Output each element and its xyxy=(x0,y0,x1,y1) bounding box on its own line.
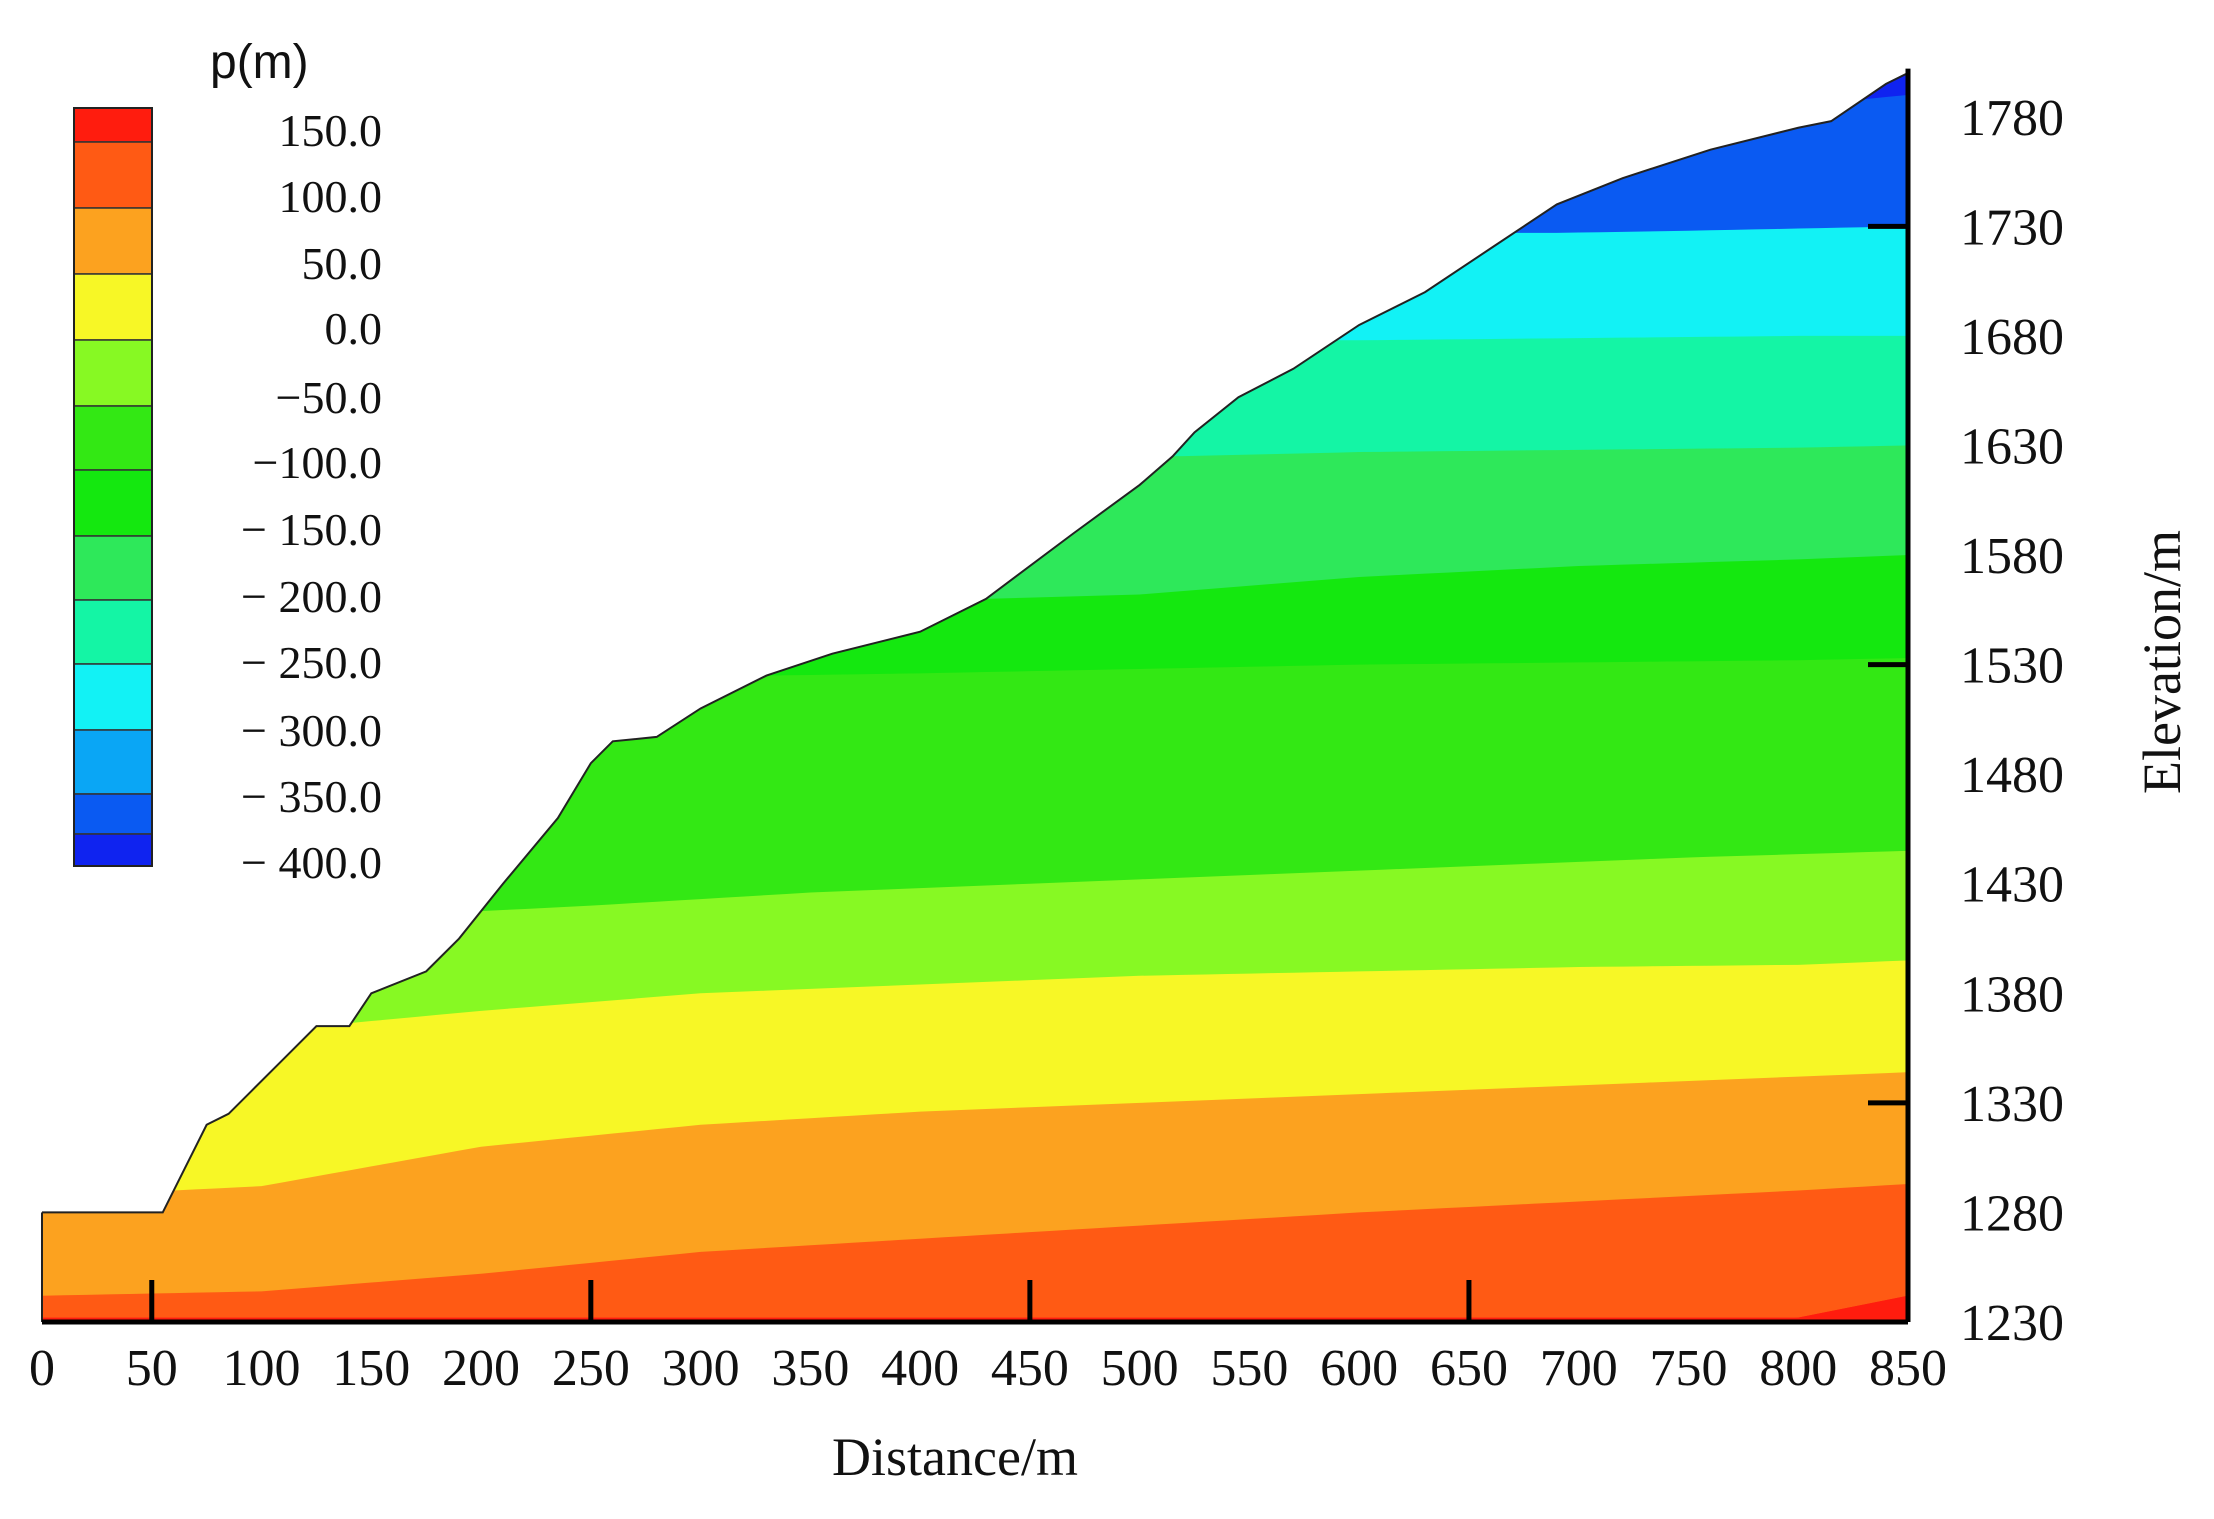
legend-label: − 150.0 xyxy=(241,504,382,555)
y-tick-label: 1580 xyxy=(1960,528,2064,585)
legend-swatch xyxy=(73,599,153,665)
x-tick-label: 700 xyxy=(1540,1340,1618,1397)
y-tick-label: 1280 xyxy=(1960,1185,2064,1242)
y-tick-label: 1780 xyxy=(1960,90,2064,147)
legend-swatch xyxy=(73,141,153,209)
legend-swatch xyxy=(73,207,153,275)
y-tick-label: 1480 xyxy=(1960,747,2064,804)
x-tick-label: 350 xyxy=(771,1340,849,1397)
legend: p(m) 150.0 100.0 50.0 0.0 −50.0 −100.0 − 150.0 −… xyxy=(73,36,383,888)
legend-swatch xyxy=(73,793,153,835)
x-tick-label: 50 xyxy=(126,1340,178,1397)
y-tick-label: 1680 xyxy=(1960,309,2064,366)
x-tick-label: 800 xyxy=(1759,1340,1837,1397)
legend-label: −100.0 xyxy=(253,437,382,488)
x-tick-label: 750 xyxy=(1649,1340,1727,1397)
y-tick-label: 1430 xyxy=(1960,857,2064,914)
legend-swatch xyxy=(73,833,153,867)
legend-label: − 250.0 xyxy=(241,637,382,688)
y-tick-label: 1380 xyxy=(1960,966,2064,1023)
contour-band xyxy=(42,1183,1908,1322)
x-tick-label: 550 xyxy=(1210,1340,1288,1397)
legend-swatch xyxy=(73,469,153,537)
x-tick-label: 850 xyxy=(1869,1340,1947,1397)
terrain-surface-line xyxy=(42,72,1909,1214)
legend-swatch xyxy=(73,405,153,471)
legend-label: − 350.0 xyxy=(241,771,382,822)
x-tick-label: 600 xyxy=(1320,1340,1398,1397)
legend-label: 100.0 xyxy=(279,171,383,222)
y-tick-label: 1630 xyxy=(1960,418,2064,475)
y-tick-label: 1230 xyxy=(1960,1295,2064,1352)
x-tick-label: 200 xyxy=(442,1340,520,1397)
legend-label: 50.0 xyxy=(302,238,383,289)
x-tick-label: 450 xyxy=(991,1340,1069,1397)
legend-swatch xyxy=(73,729,153,795)
legend-swatch xyxy=(73,663,153,731)
y-tick-label: 1530 xyxy=(1960,638,2064,695)
legend-swatch xyxy=(73,339,153,407)
y-tick-label: 1330 xyxy=(1960,1076,2064,1133)
legend-title: p(m) xyxy=(210,36,309,89)
legend-label: 0.0 xyxy=(325,303,383,354)
y-tick-label: 1730 xyxy=(1960,199,2064,256)
x-tick-label: 650 xyxy=(1430,1340,1508,1397)
legend-swatch xyxy=(73,535,153,601)
legend-label: − 300.0 xyxy=(241,705,382,756)
x-tick-label: 0 xyxy=(29,1340,55,1397)
x-tick-label: 300 xyxy=(662,1340,740,1397)
legend-label: −50.0 xyxy=(276,372,382,423)
legend-swatch xyxy=(73,273,153,341)
legend-frame xyxy=(73,107,153,867)
x-tick-label: 250 xyxy=(552,1340,630,1397)
legend-label: 150.0 xyxy=(279,105,383,156)
legend-label: − 400.0 xyxy=(241,837,382,888)
contour-band xyxy=(42,1295,1908,1322)
x-tick-label: 150 xyxy=(332,1340,410,1397)
y-axis-title: Elevation/m xyxy=(2132,530,2192,794)
legend-label: − 200.0 xyxy=(241,571,382,622)
x-tick-label: 400 xyxy=(881,1340,959,1397)
x-tick-label: 100 xyxy=(223,1340,301,1397)
axes: 0 50 100 150 200 250 300 350 400 450 500 550 600 650 7… xyxy=(29,68,2064,1397)
legend-swatch xyxy=(73,107,153,143)
contour-band-peak xyxy=(1754,1295,1908,1322)
x-axis-title: Distance/m xyxy=(832,1427,1078,1487)
x-tick-label: 500 xyxy=(1101,1340,1179,1397)
